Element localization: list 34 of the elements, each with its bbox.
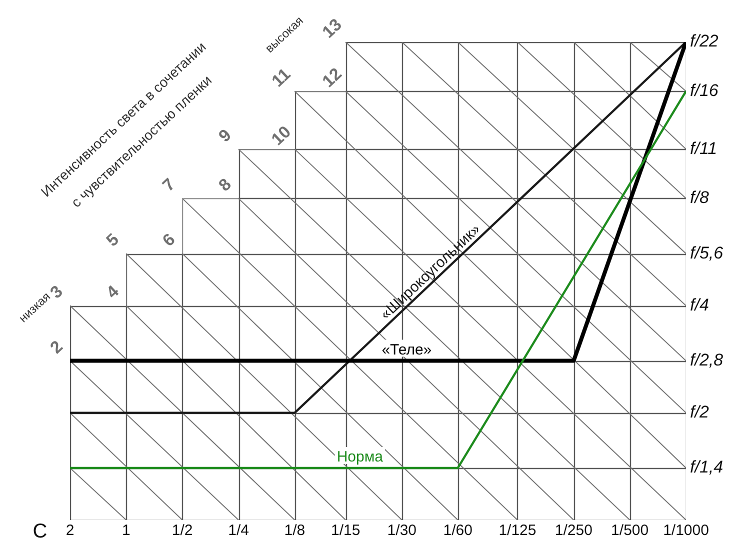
y-tick-label: f/1,4 (690, 458, 724, 477)
text: 11 (268, 64, 294, 91)
x-tick-label: 2 (66, 522, 74, 540)
y-tick-label: f/2 (690, 402, 710, 422)
text: 10 (268, 122, 295, 149)
y-tick-label: f/4 (690, 295, 709, 314)
text: 13 (318, 15, 346, 42)
text: 2 (46, 337, 66, 358)
x-tick-label: 1/15 (331, 522, 360, 540)
x-tick-label: 1/1000 (663, 522, 709, 540)
y-tick-label: f/2,8 (690, 350, 724, 370)
x-tick-label: 1/500 (611, 522, 649, 540)
x-tick-label: 1/4 (228, 522, 249, 540)
text: 8 (215, 174, 235, 196)
x-tick-label: 1/8 (284, 522, 306, 540)
x-tick-label: 1/250 (554, 522, 592, 540)
x-tick-label: 1/2 (172, 522, 193, 540)
text: 5 (102, 230, 123, 250)
series-label: Норма (336, 448, 384, 466)
y-tick-label: f/8 (690, 188, 710, 208)
y-tick-label: f/5,6 (690, 243, 724, 262)
text: 4 (102, 281, 123, 302)
x-tick-label: 1/30 (387, 522, 416, 540)
text: 6 (158, 230, 179, 250)
x-tick-label: 1 (122, 522, 130, 540)
x-axis-title: С (32, 520, 48, 542)
text: 9 (215, 125, 235, 146)
text: 12 (318, 64, 346, 92)
y-tick-label: f/22 (690, 32, 719, 51)
y-tick-label: f/11 (690, 138, 718, 158)
series-label: «Теле» (382, 341, 432, 358)
x-tick-label: 1/60 (443, 522, 472, 540)
y-tick-label: f/16 (690, 80, 719, 100)
x-tick-label: 1/125 (498, 522, 536, 540)
